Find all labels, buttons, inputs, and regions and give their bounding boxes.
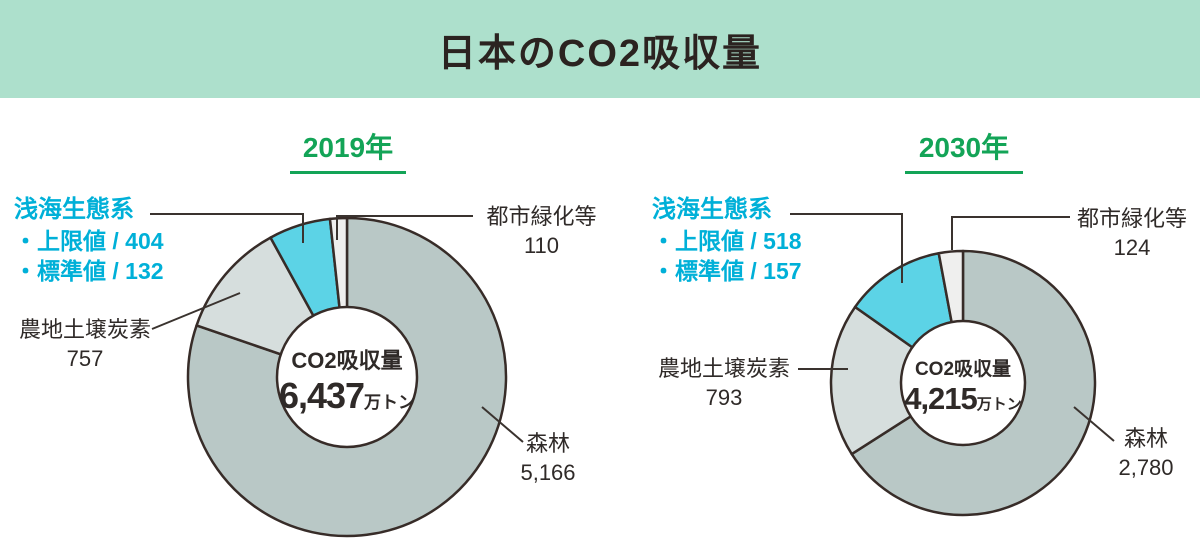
- farmland-value-2030: 793: [705, 384, 743, 410]
- label-farmland-2019: 農地土壌炭素 757: [5, 316, 165, 373]
- urban-name-2019: 都市緑化等: [486, 204, 597, 229]
- marine-upper-2030: ・上限値 / 518: [652, 227, 802, 254]
- total-unit-2019: 万トン: [364, 393, 416, 412]
- donut-center-2019: CO2吸収量 6,437万トン: [272, 343, 422, 417]
- leader-urban-2030: [951, 216, 1070, 250]
- farmland-name-2030: 農地土壌炭素: [657, 356, 790, 381]
- forest-value-2019: 5,166: [520, 459, 576, 485]
- urban-value-2019: 110: [523, 232, 560, 258]
- leader-marine-2019: [150, 213, 304, 243]
- label-urban-2019: 都市緑化等 110: [478, 203, 605, 260]
- total-value-2030: 4,215: [904, 381, 978, 416]
- marine-title-2019: 浅海生態系: [14, 196, 134, 223]
- segment-farmland: [829, 305, 965, 456]
- donut-hole: [275, 305, 419, 449]
- label-marine-2019: 浅海生態系 ・上限値 / 404 ・標準値 / 132: [14, 194, 164, 286]
- total-value-2019: 6,437: [278, 375, 365, 416]
- header-band: 日本のCO2吸収量: [0, 0, 1200, 98]
- forest-value-2030: 2,780: [1118, 454, 1174, 480]
- marine-title-2030: 浅海生態系: [652, 196, 772, 223]
- center-title-2030: CO2吸収量: [914, 359, 1012, 380]
- forest-name-2030: 森林: [1123, 426, 1168, 451]
- forest-name-2019: 森林: [525, 431, 570, 456]
- center-total-2030: 4,215万トン: [898, 381, 1028, 417]
- leader-forest-2019: [481, 406, 524, 443]
- label-forest-2030: 森林 2,780: [1101, 425, 1191, 482]
- year-title-2030: 2030年: [905, 126, 1023, 174]
- donut-hole: [899, 319, 1027, 447]
- center-title-2019: CO2吸収量: [291, 348, 403, 373]
- marine-upper-2019: ・上限値 / 404: [14, 227, 164, 254]
- leader-urban-2019: [336, 215, 473, 240]
- donut-center-2030: CO2吸収量 4,215万トン: [898, 354, 1028, 417]
- farmland-name-2019: 農地土壌炭素: [18, 317, 151, 342]
- leader-forest-2030: [1073, 406, 1115, 442]
- farmland-value-2019: 757: [66, 345, 104, 371]
- marine-standard-2030: ・標準値 / 157: [652, 258, 802, 285]
- total-unit-2030: 万トン: [976, 396, 1022, 413]
- label-marine-2030: 浅海生態系 ・上限値 / 518 ・標準値 / 157: [652, 194, 802, 286]
- label-forest-2019: 森林 5,166: [503, 430, 593, 487]
- center-total-2019: 6,437万トン: [272, 375, 422, 417]
- urban-name-2030: 都市緑化等: [1076, 206, 1187, 231]
- marine-standard-2019: ・標準値 / 132: [14, 258, 164, 285]
- year-title-2019: 2019年: [290, 126, 406, 174]
- urban-value-2030: 124: [1113, 234, 1151, 260]
- donut-2030: [829, 249, 1097, 517]
- leader-marine-2030: [790, 213, 903, 283]
- page-title: 日本のCO2吸収量: [437, 32, 763, 75]
- label-farmland-2030: 農地土壌炭素 793: [645, 355, 803, 412]
- leader-farmland-2019: [151, 292, 241, 330]
- label-urban-2030: 都市緑化等 124: [1070, 205, 1194, 262]
- donut-2019: [186, 216, 508, 538]
